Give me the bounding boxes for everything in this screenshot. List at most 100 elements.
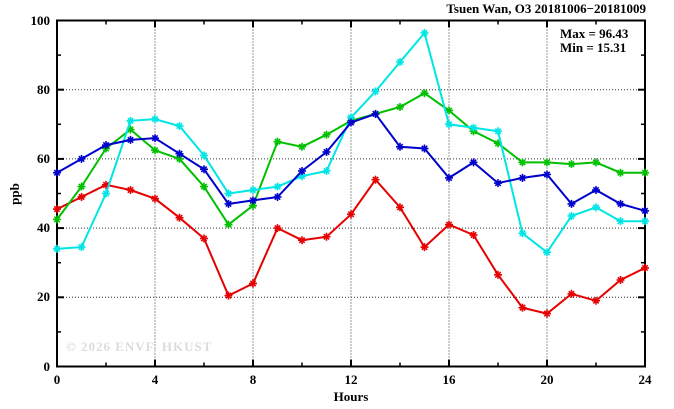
cyan-line-marker [249, 186, 257, 194]
blue-line-marker [200, 166, 208, 173]
blue-line-marker [372, 110, 379, 118]
cyan-line-marker [372, 88, 379, 95]
blue-line-marker [298, 167, 306, 175]
blue-line-marker [78, 155, 85, 163]
x-tick-label: 12 [344, 372, 358, 387]
blue-line-marker [347, 119, 355, 126]
cyan-line-marker [592, 204, 600, 211]
red-line-marker [470, 231, 477, 239]
blue-line-marker [274, 193, 281, 201]
x-tick-label: 20 [540, 372, 554, 387]
blue-line-marker [592, 186, 600, 194]
cyan-line-marker [225, 190, 232, 197]
blue-line-marker [396, 143, 404, 151]
blue-line-marker [470, 159, 477, 166]
cyan-line-marker [641, 217, 649, 225]
green-line-marker [176, 155, 183, 163]
red-line-marker [347, 210, 355, 218]
blue-line-marker [617, 200, 624, 208]
red-line-marker [298, 236, 306, 244]
blue-line-marker [127, 136, 134, 144]
red-line-marker [494, 271, 502, 279]
blue-line-marker [641, 207, 649, 215]
cyan-line-marker [151, 115, 159, 123]
red-line-marker [102, 181, 110, 189]
y-tick-label: 100 [30, 12, 51, 28]
blue-line-marker [53, 169, 61, 177]
green-line-marker [127, 126, 134, 133]
cyan-line-marker [543, 249, 551, 256]
green-line-marker [249, 202, 257, 209]
green-line-marker [568, 160, 575, 168]
cyan-line-marker [274, 183, 281, 190]
red-line-marker [225, 292, 232, 299]
green-line-marker [445, 107, 453, 114]
cyan-line-marker [421, 29, 428, 37]
red-line-marker [372, 176, 379, 183]
green-line-marker [298, 143, 306, 151]
blue-line-marker [519, 174, 526, 182]
green-line-marker [641, 169, 649, 177]
red-line-marker [53, 205, 61, 213]
cyan-line-marker [176, 122, 183, 130]
cyan-line-marker [568, 212, 575, 220]
cyan-line-marker [298, 172, 306, 180]
red-line-marker [200, 235, 208, 242]
green-line-marker [617, 169, 624, 177]
blue-line-marker [494, 179, 502, 187]
y-tick-label: 40 [37, 220, 50, 236]
cyan-line-marker [470, 124, 477, 132]
cyan-line-marker [494, 127, 502, 135]
cyan-line-marker [102, 190, 110, 197]
red-line-marker [249, 280, 257, 287]
chart-title: Tsuen Wan, O3 20181006−20181009 [446, 1, 646, 16]
red-line-marker [445, 221, 453, 228]
red-line-marker [78, 193, 85, 201]
y-axis-label: ppb [7, 183, 22, 205]
blue-line-marker [102, 141, 110, 149]
red-line-marker [592, 297, 600, 305]
cyan-line-marker [78, 243, 85, 251]
blue-line-marker [445, 174, 453, 182]
cyan-line-marker [323, 167, 330, 175]
min-value-label: Min = 15.31 [560, 40, 627, 55]
watermark: © 2026 ENVF, HKUST [66, 339, 213, 354]
green-line-marker [421, 89, 428, 97]
blue-line-marker [249, 197, 257, 204]
cyan-line-marker [617, 217, 624, 225]
green-line-marker [323, 131, 330, 138]
red-line-marker [151, 195, 159, 202]
green-line-marker [78, 183, 85, 190]
cyan-line-marker [445, 121, 453, 128]
y-tick-label: 20 [37, 289, 50, 305]
maxmin-annotation: Max = 96.43 Min = 15.31 [560, 27, 628, 55]
green-line-marker [53, 216, 61, 223]
blue-line-marker [151, 134, 159, 142]
green-line-marker [200, 183, 208, 190]
cyan-line-marker [127, 117, 134, 125]
blue-line-marker [568, 200, 575, 208]
blue-line-marker [421, 145, 428, 152]
cyan-line-marker [396, 58, 404, 66]
green-line-marker [225, 221, 232, 228]
red-line-marker [274, 224, 281, 232]
x-axis-label: Hours [333, 389, 369, 404]
green-line-marker [519, 159, 526, 166]
x-tick-label: 16 [442, 372, 456, 387]
cyan-line-marker [53, 245, 61, 253]
x-tick-label: 4 [151, 372, 159, 387]
max-value-label: Max = 96.43 [560, 26, 629, 41]
x-tick-label: 8 [249, 372, 257, 387]
red-line-marker [127, 186, 134, 194]
red-line-marker [568, 290, 575, 298]
red-line-marker [543, 310, 551, 317]
y-tick-label: 0 [43, 358, 51, 374]
green-line-marker [151, 146, 159, 154]
y-tick-label: 60 [37, 150, 50, 166]
red-line-marker [519, 304, 526, 311]
green-line-marker [274, 138, 281, 145]
blue-line-marker [225, 200, 232, 208]
cyan-line-marker [200, 152, 208, 159]
